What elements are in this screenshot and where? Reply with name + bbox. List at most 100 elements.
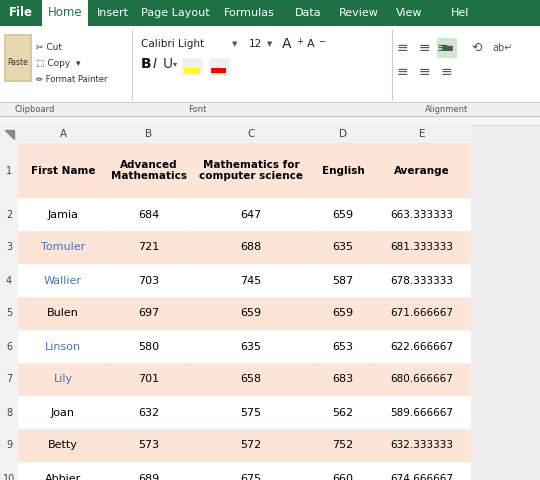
- Text: 7: 7: [6, 374, 12, 384]
- Text: −: −: [318, 37, 325, 47]
- Bar: [190, 143, 312, 198]
- Bar: [0, 116, 540, 125]
- Text: ≡: ≡: [437, 41, 449, 55]
- Text: Wallier: Wallier: [44, 276, 82, 286]
- Bar: [211, 68, 226, 73]
- Bar: [312, 297, 374, 330]
- Text: ▬: ▬: [441, 41, 454, 55]
- Bar: [6, 36, 30, 80]
- Bar: [312, 330, 374, 363]
- Text: File: File: [9, 7, 33, 20]
- Text: 745: 745: [240, 276, 261, 286]
- Text: ≡: ≡: [397, 65, 409, 79]
- Bar: [0, 264, 18, 297]
- Text: ⬚ Copy  ▾: ⬚ Copy ▾: [36, 60, 80, 69]
- Bar: [190, 264, 312, 297]
- Text: D: D: [339, 129, 347, 139]
- Text: Tomuler: Tomuler: [41, 242, 85, 252]
- Text: B: B: [141, 57, 152, 71]
- Bar: [108, 396, 190, 429]
- Text: 5: 5: [6, 309, 12, 319]
- Bar: [190, 125, 312, 143]
- Text: 684: 684: [138, 209, 160, 219]
- Bar: [374, 231, 470, 264]
- Bar: [0, 429, 18, 462]
- Bar: [0, 0, 540, 26]
- Text: Lily: Lily: [53, 374, 72, 384]
- Bar: [18, 125, 108, 143]
- Text: A: A: [282, 37, 292, 51]
- Text: 635: 635: [240, 341, 261, 351]
- Bar: [312, 125, 374, 143]
- Text: 663.333333: 663.333333: [390, 209, 454, 219]
- Bar: [437, 38, 457, 58]
- Bar: [108, 264, 190, 297]
- Bar: [374, 264, 470, 297]
- Bar: [18, 297, 108, 330]
- Bar: [108, 462, 190, 480]
- Text: 703: 703: [138, 276, 159, 286]
- Bar: [108, 231, 190, 264]
- Bar: [18, 330, 108, 363]
- Text: English: English: [322, 166, 364, 176]
- Text: 674.666667: 674.666667: [390, 473, 454, 480]
- Text: Hel: Hel: [451, 8, 469, 18]
- Text: ≡: ≡: [441, 65, 453, 79]
- Text: 632: 632: [138, 408, 159, 418]
- Text: Data: Data: [295, 8, 321, 18]
- Bar: [108, 143, 190, 198]
- Bar: [18, 143, 108, 198]
- Bar: [18, 198, 108, 231]
- Text: ✂ Cut: ✂ Cut: [36, 44, 62, 52]
- Text: ⟲: ⟲: [472, 41, 483, 55]
- Text: 573: 573: [138, 441, 159, 451]
- Bar: [374, 396, 470, 429]
- Bar: [108, 429, 190, 462]
- Text: C: C: [247, 129, 255, 139]
- Text: Calibri Light: Calibri Light: [141, 39, 204, 49]
- Text: First Name: First Name: [31, 166, 95, 176]
- Text: A: A: [307, 39, 315, 49]
- Text: 660: 660: [333, 473, 354, 480]
- Text: 671.666667: 671.666667: [390, 309, 454, 319]
- Polygon shape: [5, 131, 15, 139]
- Text: Page Layout: Page Layout: [141, 8, 210, 18]
- Bar: [0, 198, 18, 231]
- Bar: [108, 363, 190, 396]
- Bar: [190, 396, 312, 429]
- Bar: [184, 68, 199, 73]
- Text: Insert: Insert: [97, 8, 129, 18]
- Bar: [374, 297, 470, 330]
- Text: Linson: Linson: [45, 341, 81, 351]
- Text: 9: 9: [6, 441, 12, 451]
- Text: 681.333333: 681.333333: [390, 242, 454, 252]
- Bar: [0, 330, 18, 363]
- Text: 580: 580: [138, 341, 159, 351]
- Text: Paste: Paste: [8, 58, 29, 67]
- Bar: [312, 429, 374, 462]
- Bar: [190, 231, 312, 264]
- Bar: [4, 34, 32, 82]
- Text: 680.666667: 680.666667: [390, 374, 454, 384]
- Bar: [18, 396, 108, 429]
- Text: 4: 4: [6, 276, 12, 286]
- Text: Alignment: Alignment: [426, 105, 469, 113]
- Text: 635: 635: [333, 242, 354, 252]
- Text: 8: 8: [6, 408, 12, 418]
- Text: 675: 675: [240, 473, 261, 480]
- Text: Review: Review: [339, 8, 379, 18]
- Text: 658: 658: [240, 374, 261, 384]
- Bar: [190, 330, 312, 363]
- Bar: [108, 297, 190, 330]
- Bar: [312, 396, 374, 429]
- Text: 587: 587: [333, 276, 354, 286]
- Bar: [0, 396, 18, 429]
- Text: 632.333333: 632.333333: [390, 441, 454, 451]
- Text: Formulas: Formulas: [224, 8, 274, 18]
- Bar: [0, 102, 540, 116]
- Text: 721: 721: [138, 242, 160, 252]
- Text: Joan: Joan: [51, 408, 75, 418]
- Bar: [209, 58, 229, 74]
- Text: ≡: ≡: [397, 41, 409, 55]
- Bar: [18, 231, 108, 264]
